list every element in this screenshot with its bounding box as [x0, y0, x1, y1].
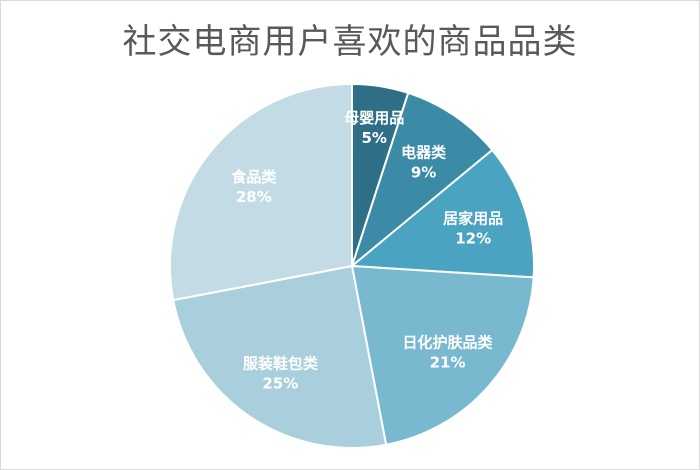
pie-slice — [349, 91, 494, 269]
slice-category-label: 母婴用品 — [344, 109, 404, 127]
pie-slices — [169, 82, 535, 449]
slice-category-label: 电器类 — [401, 144, 447, 162]
slice-percent-label: 12% — [455, 230, 491, 248]
slice-percent-label: 9% — [411, 164, 436, 182]
pie-labels: 母婴用品 5% 电器类 9% 居家用品 12% 日化护肤品类 21% 服装鞋包类 25% 食品类 28… — [231, 109, 503, 393]
slice-percent-label: 28% — [236, 188, 272, 206]
slice-category-label: 服装鞋包类 — [243, 354, 319, 372]
slice-category-label: 居家用品 — [443, 210, 503, 228]
slice-percent-label: 5% — [361, 129, 386, 147]
pie-slice — [349, 148, 535, 279]
slice-percent-label: 25% — [262, 374, 298, 392]
chart-title: 社交电商用户喜欢的商品品类 — [122, 22, 578, 62]
slice-category-label: 日化护肤品类 — [403, 333, 494, 351]
slice-percent-label: 21% — [430, 353, 466, 371]
pie-slice — [169, 82, 353, 302]
pie-slice — [350, 264, 535, 446]
slice-category-label: 食品类 — [231, 168, 277, 186]
pie-slice — [172, 264, 388, 449]
